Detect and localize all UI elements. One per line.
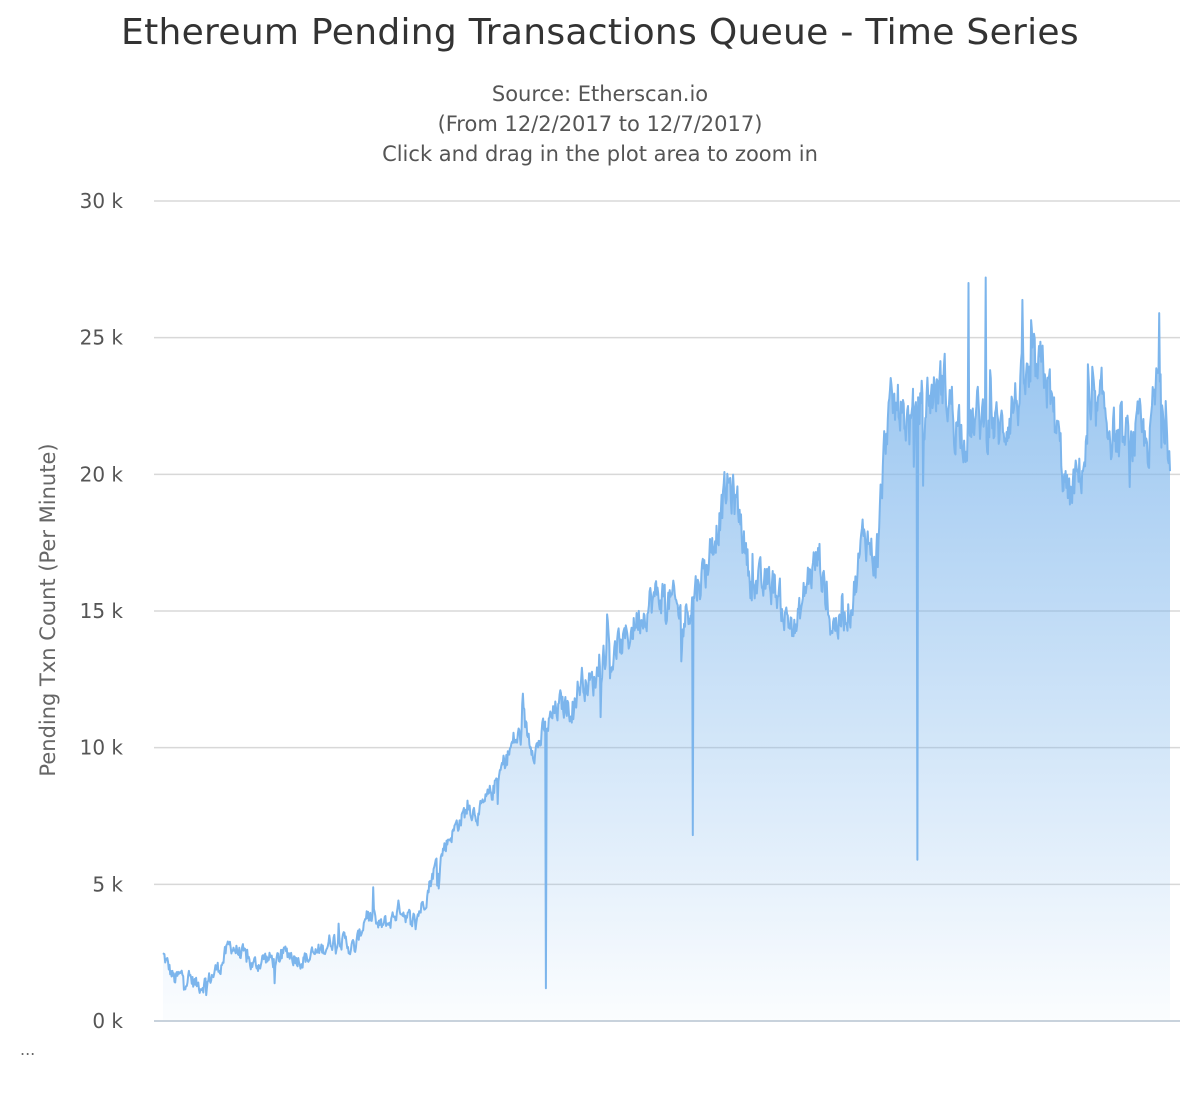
y-tick-label: 30 k xyxy=(80,189,124,213)
chart-subtitle-range: (From 12/2/2017 to 12/7/2017) xyxy=(437,112,763,136)
series-line xyxy=(162,276,1171,997)
y-tick-label: 0 k xyxy=(92,1009,123,1033)
y-tick-label: 10 k xyxy=(80,736,124,760)
chart-subtitle-source: Source: Etherscan.io xyxy=(491,82,709,106)
y-axis-ticks: 0 k 5 k 10 k 15 k 20 k 25 k 30 k xyxy=(80,189,124,1033)
y-axis-label: Pending Txn Count (Per Minute) xyxy=(36,443,60,776)
y-tick-label: 5 k xyxy=(92,872,123,896)
y-tick-label: 25 k xyxy=(80,326,124,350)
chart-subtitle-hint: Click and drag in the plot area to zoom … xyxy=(382,142,818,166)
chart-menu-button[interactable]: ... xyxy=(20,1040,36,1059)
y-tick-label: 15 k xyxy=(80,599,124,623)
series-area xyxy=(163,277,1170,1021)
y-tick-label: 20 k xyxy=(80,462,124,486)
chart-title: Ethereum Pending Transactions Queue - Ti… xyxy=(121,12,1079,53)
